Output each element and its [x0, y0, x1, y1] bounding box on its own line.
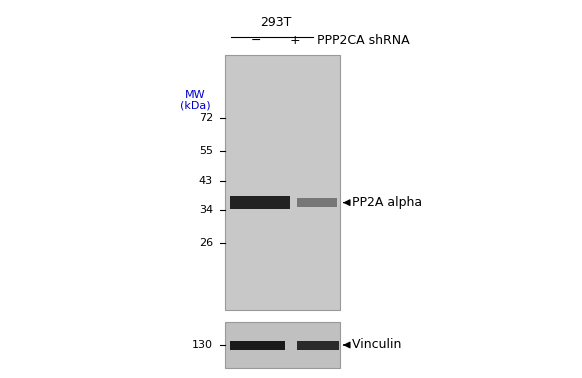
Text: MW: MW — [184, 90, 205, 100]
Text: Vinculin: Vinculin — [348, 339, 402, 352]
Bar — [297, 341, 339, 350]
Bar — [225, 322, 340, 368]
Text: 26: 26 — [199, 237, 213, 248]
Bar — [297, 198, 337, 207]
Text: PPP2CA shRNA: PPP2CA shRNA — [317, 34, 410, 47]
Text: 130: 130 — [192, 340, 213, 350]
Bar — [225, 55, 340, 310]
Text: 34: 34 — [199, 204, 213, 215]
Text: +: + — [290, 34, 300, 47]
Text: 55: 55 — [199, 146, 213, 156]
Text: PP2A alpha: PP2A alpha — [348, 196, 422, 209]
Bar — [230, 341, 285, 350]
Bar — [230, 196, 290, 209]
Text: 72: 72 — [198, 113, 213, 122]
Text: (kDa): (kDa) — [180, 100, 210, 110]
Text: 43: 43 — [199, 176, 213, 186]
Text: 293T: 293T — [260, 16, 291, 29]
Text: −: − — [251, 34, 261, 47]
